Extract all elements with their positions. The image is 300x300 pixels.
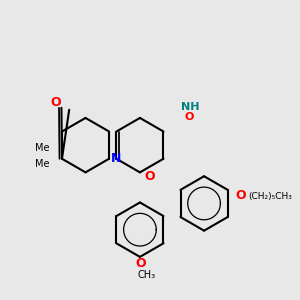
Text: O: O (50, 96, 61, 109)
Text: (CH₂)₅CH₃: (CH₂)₅CH₃ (248, 192, 292, 201)
Text: O: O (135, 256, 146, 270)
Text: O: O (144, 170, 155, 183)
Text: N: N (111, 152, 122, 165)
Text: O: O (235, 189, 246, 202)
Text: CH₃: CH₃ (137, 270, 155, 280)
Text: Me: Me (35, 143, 50, 153)
Text: O: O (185, 112, 194, 122)
Text: NH: NH (181, 102, 200, 112)
Text: Me: Me (35, 158, 50, 169)
